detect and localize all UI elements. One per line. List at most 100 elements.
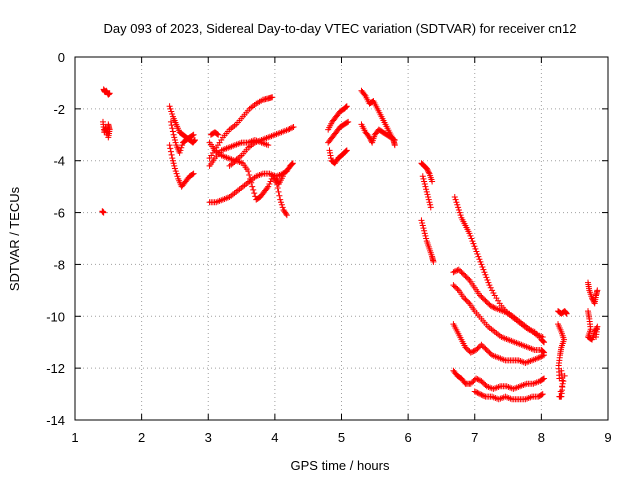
data-point-marker [465,346,472,353]
x-tick-label: 7 [471,430,478,445]
data-point-marker [594,287,601,294]
data-point-marker [479,343,486,350]
data-point-marker [540,376,547,383]
data-point-marker [539,334,546,341]
data-point-marker [487,302,494,309]
series-pass-28 [555,308,570,317]
data-point-marker [559,383,566,390]
data-point-marker [419,173,426,180]
data-point-marker [450,282,457,289]
data-point-marker [264,184,271,191]
data-point-marker [177,147,184,154]
series-pass-23 [450,266,546,341]
data-point-marker [462,344,469,351]
data-point-marker [425,194,432,201]
data-point-marker [477,258,484,265]
data-point-marker [419,222,426,229]
data-point-marker [479,379,486,386]
data-point-marker [265,183,272,190]
series-pass-17 [358,87,398,149]
data-point-marker [557,388,564,395]
data-point-marker [249,183,256,190]
series-pass-1 [100,86,113,98]
data-point-marker [463,345,470,352]
series-pass-3 [99,208,107,216]
data-point-marker [246,171,253,178]
data-point-marker [453,199,460,206]
data-point-marker [345,118,352,125]
series-pass-24 [450,282,548,356]
data-point-marker [539,352,546,359]
data-point-marker [487,284,494,291]
data-point-marker [476,256,483,263]
data-point-marker [421,178,428,185]
data-point-marker [169,125,176,132]
data-point-marker [478,341,485,348]
data-point-marker [176,149,183,156]
data-point-marker [468,235,475,242]
data-point-marker [168,122,175,129]
series-pass-30 [556,367,568,400]
y-tick-label: -4 [53,154,65,169]
data-point-marker [483,274,490,281]
data-point-marker [485,300,492,307]
data-point-marker [484,276,491,283]
data-point-marker [491,304,498,311]
data-point-marker [361,91,368,98]
data-point-marker [214,131,221,138]
data-point-marker [170,160,177,167]
series-pass-5 [167,118,197,156]
data-point-marker [420,225,427,232]
data-point-marker [538,391,545,398]
data-point-marker [455,206,462,213]
data-point-marker [479,295,486,302]
data-point-marker [482,297,489,304]
data-point-marker [275,188,282,195]
data-point-marker [474,345,481,352]
data-point-marker [423,165,430,172]
y-tick-labels: 0 -2 -4 -6 -8 -10 -12 -14 [46,50,65,428]
x-tick-label: 5 [338,430,345,445]
data-point-marker [535,354,542,361]
data-point-marker [463,297,470,304]
y-tick-label: -2 [53,102,65,117]
data-point-marker [466,230,473,237]
series-pass-14 [325,103,350,133]
series-pass-10 [207,129,222,138]
data-point-marker [473,248,480,255]
data-point-marker [481,296,488,303]
series-pass-9 [206,136,272,169]
data-point-marker [167,148,174,155]
data-point-marker [486,282,493,289]
data-points [99,86,601,403]
data-point-marker [344,119,351,126]
data-point-marker [430,258,437,265]
data-point-marker [455,266,462,273]
data-point-marker [166,103,173,110]
data-point-marker [287,125,294,132]
data-point-marker [591,299,598,306]
data-point-marker [343,103,350,110]
grid [74,56,609,421]
data-point-marker [451,283,458,290]
data-point-marker [278,199,285,206]
data-point-marker [541,339,548,346]
data-point-marker [481,393,488,400]
data-point-marker [469,379,476,386]
data-point-marker [342,104,349,111]
data-point-marker [463,274,470,281]
y-tick-label: -8 [53,257,65,272]
data-point-marker [480,266,487,273]
data-point-marker [171,136,178,143]
data-point-marker [168,108,175,115]
data-point-marker [473,389,480,396]
data-point-marker [538,353,545,360]
data-point-marker [179,142,186,149]
data-point-marker [485,279,492,286]
data-point-marker [454,267,461,274]
data-point-marker [540,348,547,355]
x-tick-label: 2 [138,430,145,445]
data-point-marker [541,352,548,359]
data-point-marker [178,144,185,151]
